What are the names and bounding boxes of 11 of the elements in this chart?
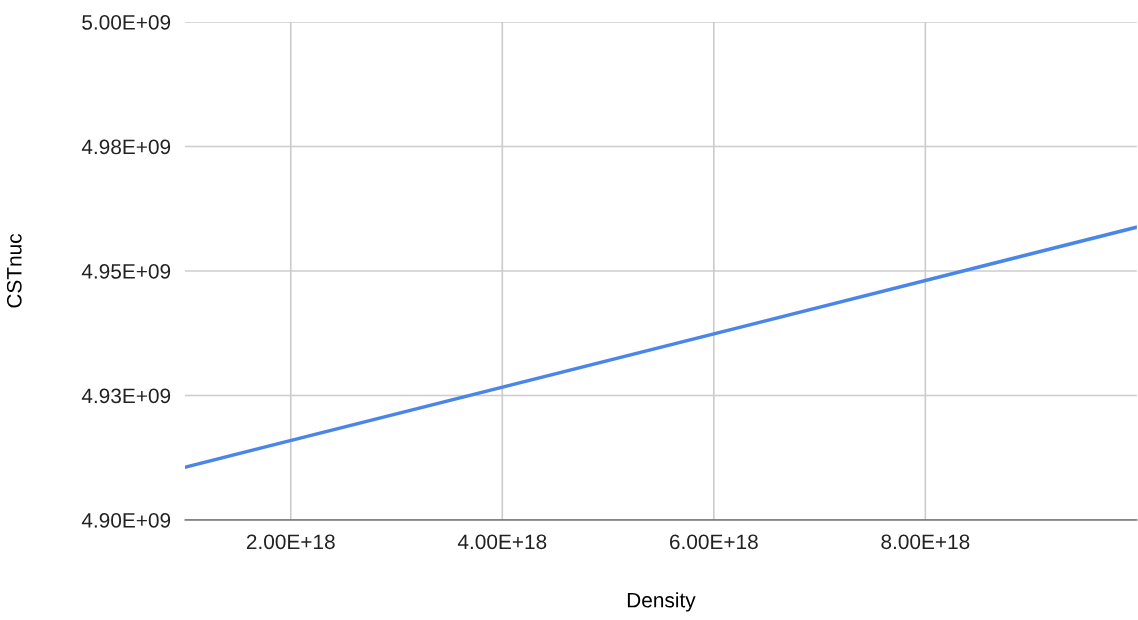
x-tick-label: 6.00E+18 — [669, 534, 758, 550]
y-axis-title: CSTnuc — [6, 233, 22, 308]
x-tick-label: 8.00E+18 — [881, 534, 970, 550]
x-tick-label: 4.00E+18 — [457, 534, 547, 550]
x-axis-title: Density — [627, 592, 696, 612]
y-tick-label: 5.00E+09 — [82, 15, 171, 30]
y-tick-label: 4.90E+09 — [81, 513, 171, 528]
y-tick-label: 4.93E+09 — [81, 388, 171, 404]
y-tick-label: 4.95E+09 — [81, 264, 171, 279]
x-tick-label: 2.00E+18 — [246, 534, 335, 550]
y-tick-label: 4.98E+09 — [81, 139, 171, 155]
